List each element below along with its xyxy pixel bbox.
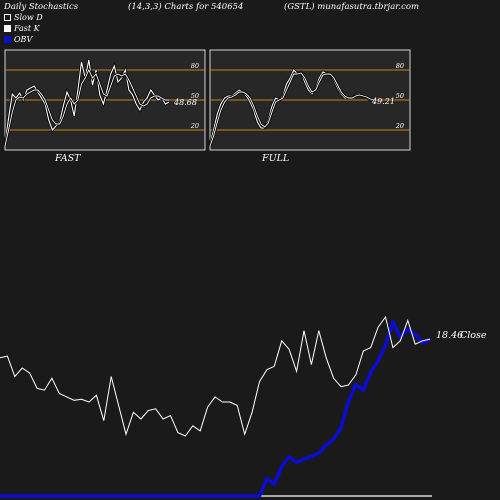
fast-series-slow-d — [4, 68, 169, 147]
fast-ytick-80: 80 — [191, 62, 199, 70]
close-label: Close — [460, 330, 487, 341]
white-square-icon — [4, 24, 11, 32]
chart-params: (14,3,3) Charts for 540654 — [128, 2, 244, 12]
legend-item-fast-k: Fast K — [4, 23, 40, 33]
full-ytick-50: 50 — [396, 92, 404, 100]
obv-line — [0, 319, 431, 498]
full-ytick-20: 20 — [395, 122, 404, 130]
hollow-square-icon — [4, 13, 11, 21]
full-last-value: 49.21 — [371, 97, 395, 106]
legend-item-obv: OBV — [4, 34, 32, 44]
legend-item-slow-d: Slow D — [4, 12, 43, 22]
legend-label-obv: OBV — [14, 34, 33, 44]
legend-label-fast-k: Fast K — [14, 23, 40, 33]
close-last-value: 18.46 — [436, 330, 463, 341]
full-panel-label: FULL — [261, 153, 289, 164]
chart-title: Daily Stochastics — [4, 2, 79, 12]
close-price-line — [0, 315, 431, 437]
fast-ytick-50: 50 — [191, 92, 199, 100]
legend-label-slow-d: Slow D — [14, 12, 43, 22]
full-series-slow-d — [209, 72, 375, 147]
blue-square-icon — [4, 35, 11, 43]
fast-last-value: 48.68 — [173, 98, 197, 107]
fast-ytick-20: 20 — [190, 122, 199, 130]
chart-source: (GSTL) munafasutra.tbrjar.com — [284, 2, 420, 12]
fast-panel-label: FAST — [54, 153, 81, 164]
full-ytick-80: 80 — [396, 62, 404, 70]
